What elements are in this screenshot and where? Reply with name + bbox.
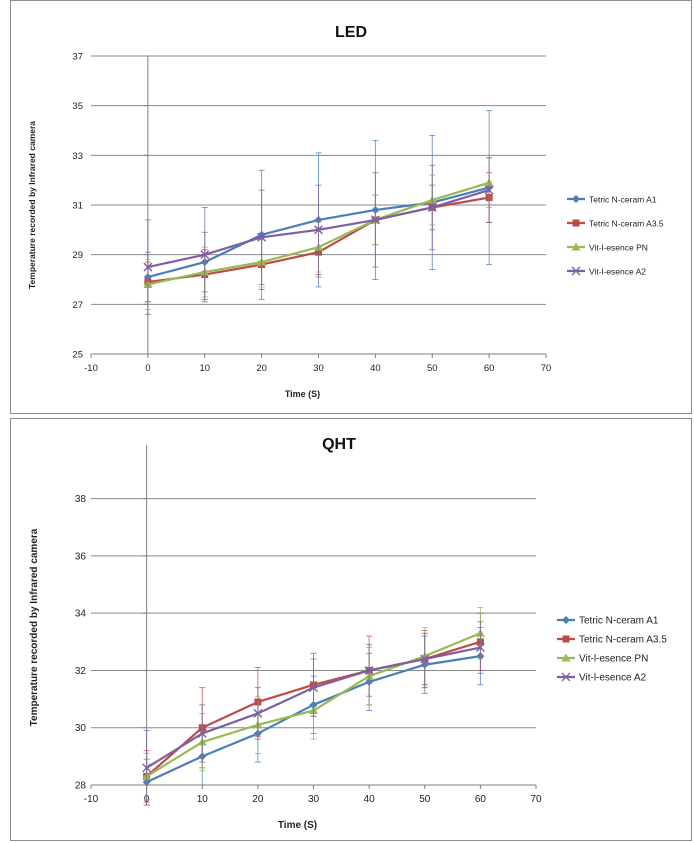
legend-label: Vit-l-esence PN xyxy=(589,243,648,253)
chart-title: QHT xyxy=(322,436,356,453)
x-tick-label: 10 xyxy=(199,363,210,374)
legend-item: Vit-l-esence PN xyxy=(567,242,648,253)
legend-label: Vit-l-esence A2 xyxy=(589,267,646,277)
legend-swatch-marker xyxy=(571,242,581,251)
legend-swatch-marker xyxy=(561,653,571,662)
data-point xyxy=(475,643,485,653)
legend-swatch-marker xyxy=(562,616,570,624)
y-axis-label: Temperature recorded by Infrared camera xyxy=(29,528,40,726)
x-tick-label: 60 xyxy=(484,363,495,374)
data-point xyxy=(484,185,494,195)
y-tick-label: 29 xyxy=(72,250,83,261)
y-tick-label: 35 xyxy=(72,101,83,112)
led-chart: LED 25 27 29 31 33 35 37 -10 0 10 20 30 40 50 60 70 Time … xyxy=(27,24,664,399)
legend-swatch-marker xyxy=(571,266,581,276)
data-point xyxy=(142,763,152,773)
legend-item: Vit-l-esence A2 xyxy=(557,673,647,684)
legend-label: Tetric N-ceram A1 xyxy=(579,616,659,627)
data-point xyxy=(364,665,374,675)
legend-item: Vit-l-esence A2 xyxy=(567,267,646,277)
y-tick-label: 31 xyxy=(72,201,83,212)
x-tick-label: 40 xyxy=(370,363,381,374)
y-tick-label: 34 xyxy=(75,609,87,620)
legend-label: Vit-l-esence PN xyxy=(579,654,648,665)
x-tick-label: 20 xyxy=(256,363,267,374)
data-point xyxy=(197,728,207,738)
data-point xyxy=(427,202,437,212)
x-tick-label: 30 xyxy=(308,794,320,805)
x-tick-label: -10 xyxy=(84,363,98,374)
data-point xyxy=(309,683,318,693)
y-tick-label: 32 xyxy=(75,666,87,677)
legend-item: Tetric N-ceram A3.5 xyxy=(557,635,667,646)
legend-item: Tetric N-ceram A1 xyxy=(557,616,659,627)
x-tick-label: 70 xyxy=(541,363,552,374)
legend: Tetric N-ceram A1 Tetric N-ceram A3.5 Vit-… xyxy=(567,195,664,277)
legend-item: Tetric N-ceram A1 xyxy=(567,195,657,205)
chart-title: LED xyxy=(335,24,367,41)
x-tick-label: 40 xyxy=(364,794,376,805)
y-tick-label: 33 xyxy=(72,151,83,162)
data-point xyxy=(143,262,153,272)
y-axis-label: Temperature recorded by Infrared camera xyxy=(27,121,37,289)
y-tick-label: 25 xyxy=(72,350,83,361)
data-point xyxy=(257,232,267,242)
data-point xyxy=(420,654,430,664)
x-axis-label: Time (S) xyxy=(278,820,317,831)
legend-swatch-marker xyxy=(561,672,571,682)
series-4 xyxy=(143,157,494,315)
data-point xyxy=(253,708,263,718)
legend-item: Tetric N-ceram A3.5 xyxy=(567,219,664,229)
y-tick-label: 27 xyxy=(72,300,83,311)
x-tick-label: 20 xyxy=(252,794,264,805)
legend-item: Vit-l-esence PN xyxy=(557,653,648,665)
y-tick-label: 30 xyxy=(75,723,87,734)
x-tick-label: 10 xyxy=(197,794,209,805)
legend-swatch-marker xyxy=(562,635,570,643)
data-point xyxy=(200,250,210,260)
x-tick-label: 30 xyxy=(313,363,324,374)
legend-label: Vit-l-esence A2 xyxy=(579,673,647,684)
x-axis-label: Time (S) xyxy=(285,389,320,399)
legend-label: Tetric N-ceram A1 xyxy=(589,195,657,205)
x-tick-label: 50 xyxy=(419,794,431,805)
legend-swatch-marker xyxy=(572,195,580,203)
y-tick-label: 36 xyxy=(75,551,87,562)
x-tick-label: -10 xyxy=(84,794,99,805)
x-tick-label: 50 xyxy=(427,363,438,374)
legend: Tetric N-ceram A1 Tetric N-ceram A3.5 Vit-… xyxy=(557,616,667,684)
legend-label: Tetric N-ceram A3.5 xyxy=(589,219,664,229)
y-tick-label: 37 xyxy=(72,52,83,63)
series-4 xyxy=(142,621,485,806)
legend-swatch-marker xyxy=(572,219,580,227)
y-tick-label: 28 xyxy=(75,781,87,792)
x-tick-label: 70 xyxy=(530,794,542,805)
y-tick-label: 38 xyxy=(75,494,87,505)
data-point xyxy=(370,215,380,225)
x-tick-label: 0 xyxy=(145,363,150,374)
led-chart-panel: LED 25 27 29 31 33 35 37 -10 0 10 20 30 40 50 60 70 Time … xyxy=(10,0,692,414)
x-tick-label: 60 xyxy=(475,794,487,805)
data-point xyxy=(314,225,323,235)
legend-label: Tetric N-ceram A3.5 xyxy=(579,635,667,646)
